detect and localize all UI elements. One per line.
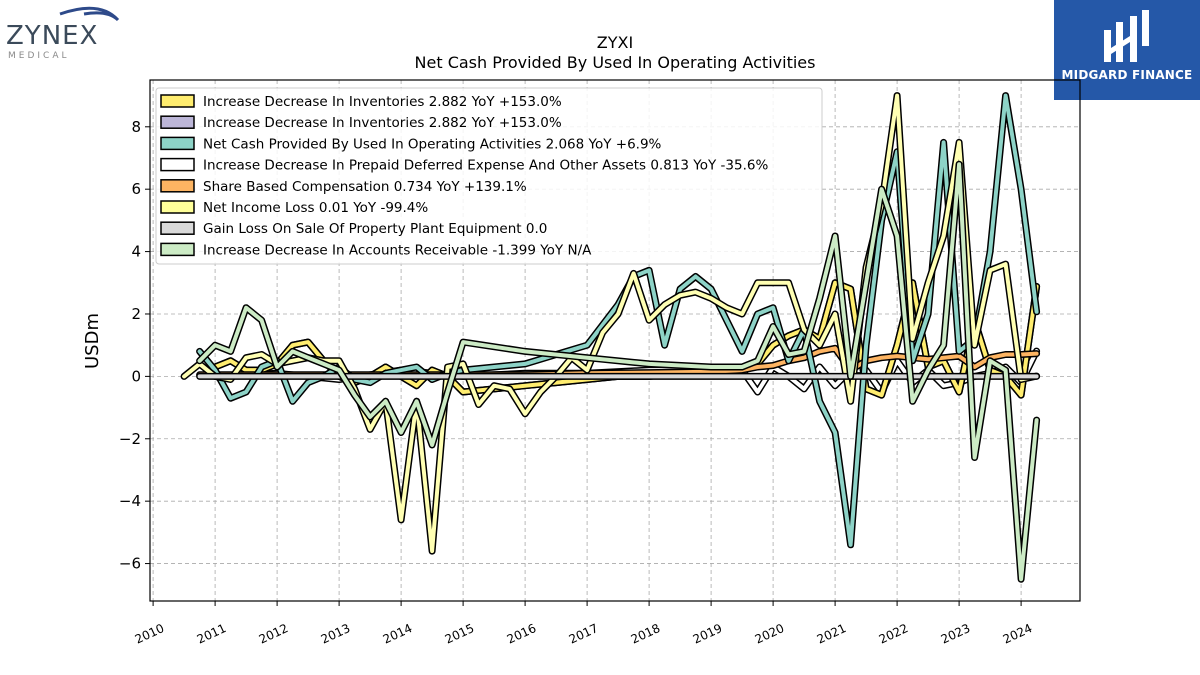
series-line — [182, 93, 1039, 554]
legend-box — [155, 87, 823, 265]
y-tick-label: −4 — [119, 492, 141, 510]
legend-swatch — [160, 200, 195, 214]
legend-label: Increase Decrease In Inventories 2.882 Y… — [203, 94, 562, 110]
y-tick-label: 2 — [131, 305, 141, 323]
legend-label: Increase Decrease In Accounts Receivable… — [203, 242, 592, 258]
x-tick-label: 2017 — [567, 621, 601, 647]
midgard-finance-logo: MIDGARD FINANCE — [1054, 0, 1200, 100]
plot-frame — [149, 79, 1081, 602]
legend-label: Increase Decrease In Inventories 2.882 Y… — [203, 115, 562, 131]
zynex-medical-logo: ZYNEX MEDICAL — [0, 0, 130, 64]
zynex-logo-graphic: ZYNEX MEDICAL — [6, 6, 120, 61]
y-tick-label: 6 — [131, 180, 141, 198]
chart-subtitle: Net Cash Provided By Used In Operating A… — [415, 53, 816, 72]
x-tick-label: 2022 — [877, 621, 911, 647]
zynex-logo-subtext: MEDICAL — [8, 51, 70, 61]
x-tick-label: 2021 — [815, 621, 849, 647]
x-tick-label: 2012 — [257, 621, 291, 647]
legend-swatch — [160, 94, 195, 108]
legend-label: Increase Decrease In Prepaid Deferred Ex… — [203, 158, 768, 174]
x-tick-label: 2016 — [505, 621, 539, 647]
x-tick-label: 2010 — [133, 621, 167, 647]
x-tick-label: 2013 — [319, 621, 353, 647]
x-tick-label: 2024 — [1001, 621, 1035, 647]
y-tick-label: −2 — [119, 430, 141, 448]
legend-label: Share Based Compensation 0.734 YoY +139.… — [203, 179, 527, 195]
legend-label: Net Income Loss 0.01 YoY -99.4% — [203, 200, 428, 216]
chart-title: ZYXI — [597, 33, 633, 52]
x-tick-label: 2015 — [443, 621, 477, 647]
legend-swatch — [160, 115, 195, 129]
legend-swatch — [160, 157, 195, 172]
x-tick-label: 2018 — [629, 621, 663, 647]
legend-swatch — [160, 136, 195, 151]
x-tick-label: 2023 — [939, 621, 973, 647]
midgard-mark-icon — [1104, 10, 1149, 62]
x-tick-label: 2011 — [195, 621, 229, 647]
x-tick-label: 2019 — [691, 621, 725, 647]
series-line — [197, 162, 1039, 582]
midgard-logo-text: MIDGARD FINANCE — [1061, 68, 1193, 82]
legend-swatch — [160, 221, 195, 235]
y-tick-label: 0 — [131, 367, 141, 385]
y-tick-label: 8 — [131, 118, 141, 136]
x-tick-label: 2014 — [381, 621, 415, 647]
legend-swatch — [160, 179, 195, 193]
legend-label: Net Cash Provided By Used In Operating A… — [203, 136, 662, 152]
y-tick-label: 4 — [131, 243, 141, 261]
legend: Increase Decrease In Inventories 2.882 Y… — [155, 87, 823, 265]
legend-label: Gain Loss On Sale Of Property Plant Equi… — [203, 221, 547, 237]
x-tick-label: 2020 — [753, 621, 787, 647]
series-lines — [180, 92, 1041, 583]
y-axis-label: USDm — [82, 313, 103, 369]
legend-swatch — [160, 242, 195, 257]
y-tick-label: −6 — [119, 555, 141, 573]
zynex-logo-text: ZYNEX — [6, 21, 98, 51]
